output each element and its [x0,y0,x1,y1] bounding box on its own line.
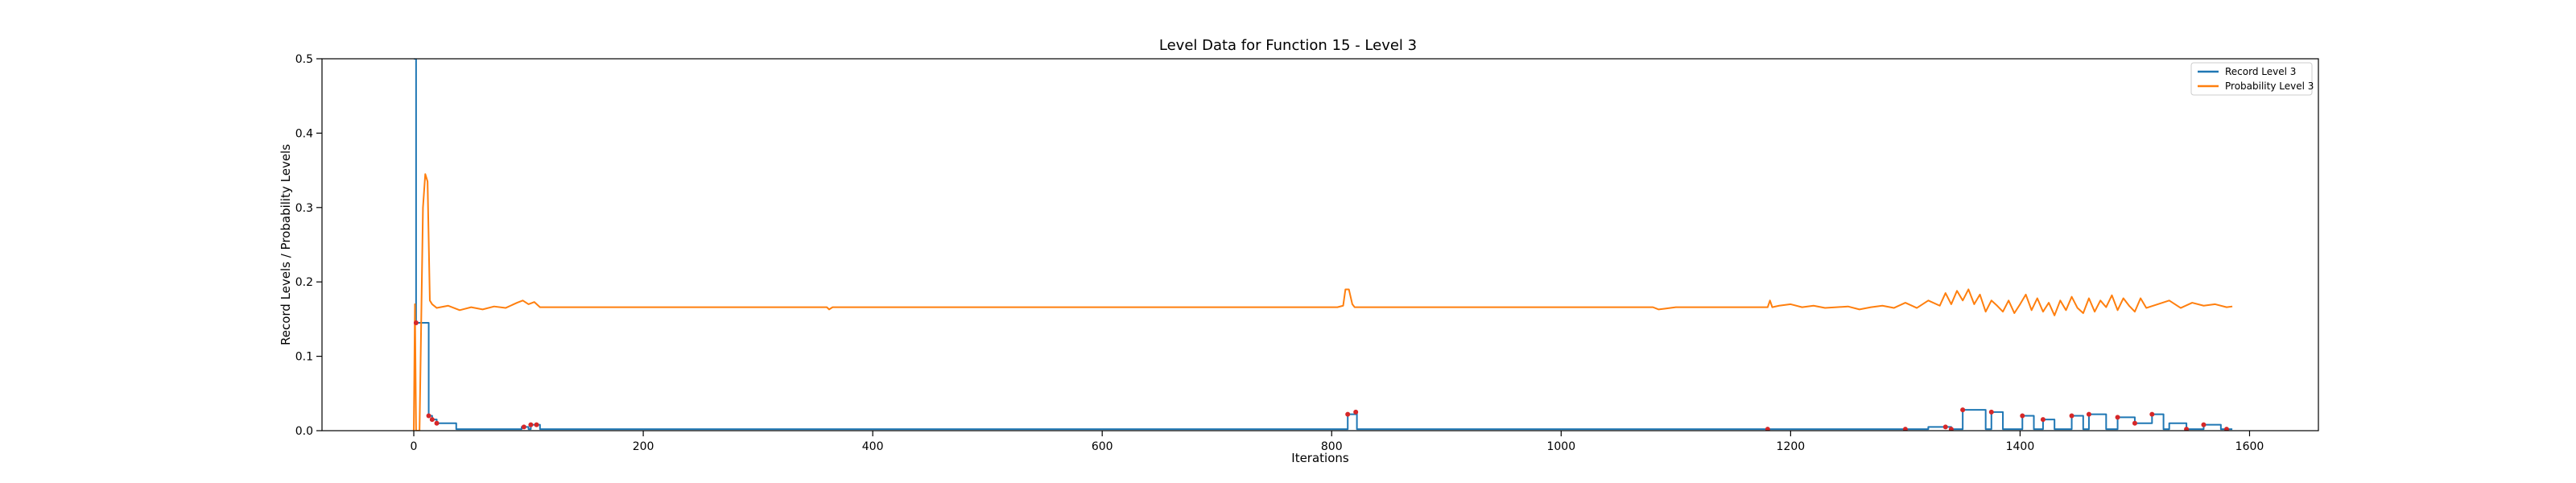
record-marker [2132,420,2137,426]
plot-area-frame [321,58,2319,431]
chart-title: Level Data for Function 15 - Level 3 [1159,37,1417,54]
legend: Record Level 3 Probability Level 3 [2190,62,2314,96]
series-record-level-line [414,59,2233,431]
record-marker [429,417,435,423]
record-marker [2086,411,2091,417]
record-marker [534,422,539,427]
x-tick-label: 1400 [2006,440,2035,453]
x-tick-label: 800 [1321,440,1343,453]
record-marker [413,320,419,326]
series-probability-level-line [413,173,2233,431]
plot-content [413,59,2233,431]
legend-label-record: Record Level 3 [2225,66,2296,77]
record-marker [2201,422,2207,427]
x-tick-label: 1600 [2235,440,2264,453]
record-marker [1988,409,1994,415]
x-tick-label: 1000 [1546,440,1575,453]
y-tick-label: 0.5 [295,53,313,66]
record-marker [2069,413,2074,419]
record-marker [1765,427,1770,431]
record-marker [434,420,440,426]
record-marker [1345,411,1351,417]
y-tick-label: 0.2 [295,276,313,289]
y-tick-label: 0.4 [295,127,313,140]
y-axis-ticks: 0.0 0.1 0.2 0.3 0.4 0.5 [295,53,322,438]
x-tick-label: 200 [633,440,654,453]
x-tick-label: 600 [1092,440,1113,453]
record-marker [2020,413,2025,419]
legend-box [2190,62,2313,96]
x-tick-label: 0 [411,440,418,453]
x-tick-label: 400 [862,440,884,453]
record-marker [2115,415,2120,420]
y-axis-label: Record Levels / Probability Levels [279,144,293,345]
x-tick-label: 1200 [1777,440,1806,453]
record-marker [1948,427,1954,431]
record-marker [521,424,526,430]
x-axis-label: Iterations [1291,451,1349,465]
record-marker [426,413,431,419]
record-marker [2040,417,2046,423]
y-tick-label: 0.0 [295,425,313,438]
legend-label-probability: Probability Level 3 [2225,80,2314,92]
record-marker [2223,427,2229,431]
x-axis-ticks: 0 200 400 600 800 1000 1200 1400 1600 [411,431,2264,453]
record-marker [528,422,534,427]
y-tick-label: 0.3 [295,202,313,215]
record-marker [1960,407,1966,413]
record-marker [2184,427,2190,431]
record-marker [2149,411,2155,417]
y-tick-label: 0.1 [295,351,313,364]
record-marker [1353,409,1359,415]
record-marker [1902,427,1908,431]
record-marker [1942,424,1948,430]
